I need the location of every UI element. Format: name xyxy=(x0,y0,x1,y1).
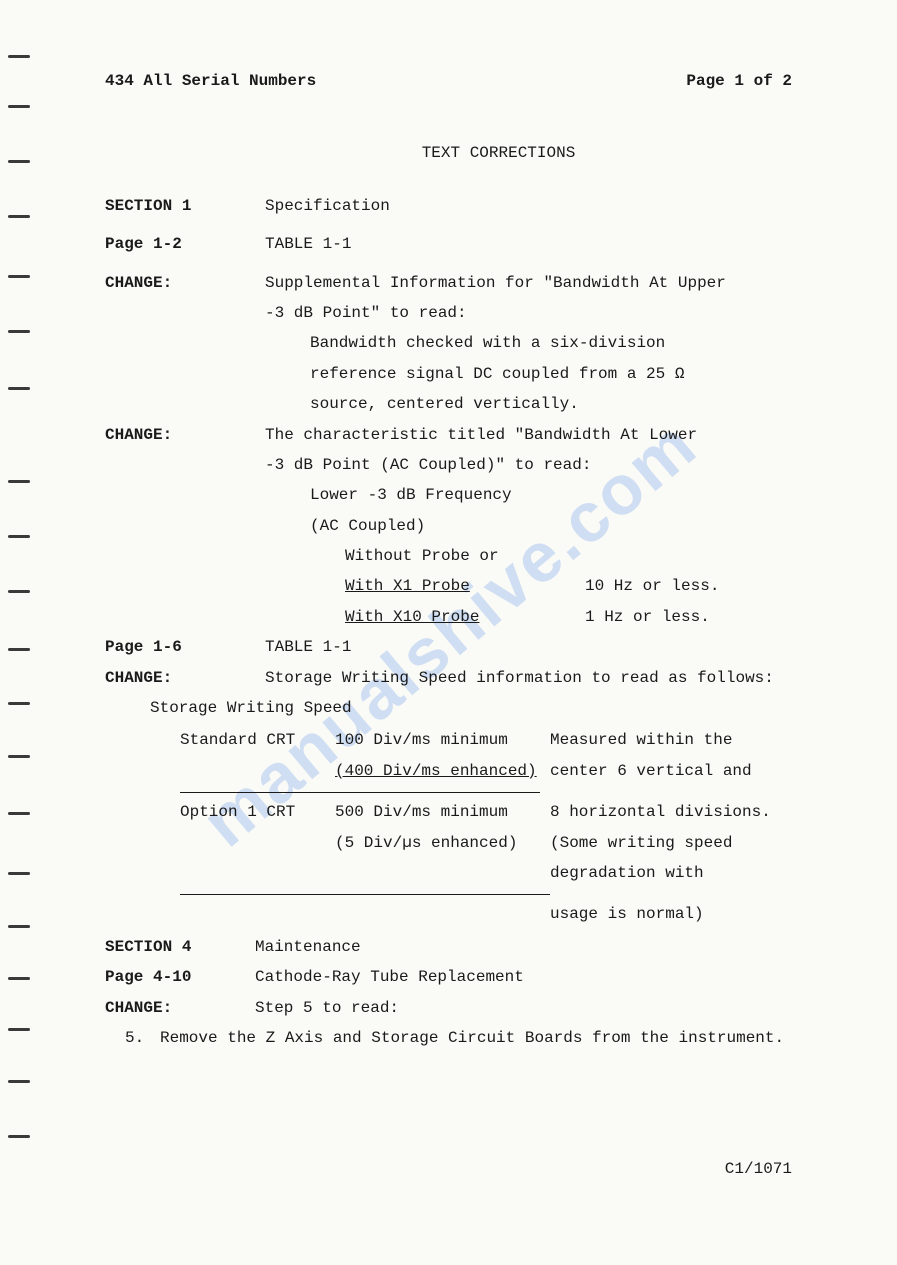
change-3-label: CHANGE: xyxy=(105,667,265,689)
table-row: usage is normal) xyxy=(180,903,792,925)
cell: Measured within the xyxy=(550,729,792,751)
section-1-value: Specification xyxy=(265,195,792,217)
step-5-text: Remove the Z Axis and Storage Circuit Bo… xyxy=(160,1027,784,1049)
cell: center 6 vertical and xyxy=(550,760,792,782)
cell: usage is normal) xyxy=(550,903,792,925)
section-1-label: SECTION 1 xyxy=(105,195,265,217)
storage-heading: Storage Writing Speed xyxy=(150,697,792,719)
cell: (Some writing speed xyxy=(550,832,792,854)
change-2-sub1: Lower -3 dB Frequency xyxy=(310,484,792,506)
change-4-value: Step 5 to read: xyxy=(255,997,792,1019)
cell: 100 Div/ms minimum xyxy=(335,729,550,751)
cell xyxy=(180,760,335,782)
footer-code: C1/1071 xyxy=(725,1158,792,1180)
cell xyxy=(180,832,335,854)
table-row: (5 Div/µs enhanced) (Some writing speed xyxy=(180,832,792,854)
section-4-label: SECTION 4 xyxy=(105,936,255,958)
page-1-2-label: Page 1-2 xyxy=(105,233,265,255)
table-row: (400 Div/ms enhanced) center 6 vertical … xyxy=(180,760,792,782)
storage-table: Standard CRT 100 Div/ms minimum Measured… xyxy=(180,729,792,782)
change-1-line1: Supplemental Information for "Bandwidth … xyxy=(265,272,792,294)
page-4-10-label: Page 4-10 xyxy=(105,966,255,988)
table-row: Option 1 CRT 500 Div/ms minimum 8 horizo… xyxy=(180,801,792,823)
page-1-2-value: TABLE 1-1 xyxy=(265,233,792,255)
page-1-6-value: TABLE 1-1 xyxy=(265,636,792,658)
cell: degradation with xyxy=(550,862,792,884)
table-row: degradation with xyxy=(180,862,792,884)
cell: Option 1 CRT xyxy=(180,801,335,823)
table-row: Standard CRT 100 Div/ms minimum Measured… xyxy=(180,729,792,751)
cell: (5 Div/µs enhanced) xyxy=(335,832,550,854)
change-2-sub2: (AC Coupled) xyxy=(310,515,792,537)
change-1-sub3: source, centered vertically. xyxy=(310,393,792,415)
cell: (400 Div/ms enhanced) xyxy=(335,760,550,782)
table-divider xyxy=(180,792,540,793)
page-1-6-label: Page 1-6 xyxy=(105,636,265,658)
probe1-value: 10 Hz or less. xyxy=(585,575,719,597)
probe1-label: With X1 Probe xyxy=(345,575,545,597)
change-4-label: CHANGE: xyxy=(105,997,255,1019)
change-2-line1: The characteristic titled "Bandwidth At … xyxy=(265,424,792,446)
change-1-label: CHANGE: xyxy=(105,272,265,294)
table-divider xyxy=(180,894,550,895)
step-5-number: 5. xyxy=(125,1027,160,1049)
change-2-line2: -3 dB Point (AC Coupled)" to read: xyxy=(265,454,792,476)
change-2-label: CHANGE: xyxy=(105,424,265,446)
page-header: 434 All Serial Numbers Page 1 of 2 xyxy=(105,70,792,92)
cell: Standard CRT xyxy=(180,729,335,751)
change-1-sub1: Bandwidth checked with a six-division xyxy=(310,332,792,354)
change-3-line1: Storage Writing Speed information to rea… xyxy=(265,667,792,689)
change-1-line2: -3 dB Point" to read: xyxy=(265,302,792,324)
probe2-value: 1 Hz or less. xyxy=(585,606,710,628)
change-1-sub2: reference signal DC coupled from a 25 Ω xyxy=(310,363,792,385)
change-2-sub3: Without Probe or xyxy=(345,545,792,567)
page-4-10-value: Cathode-Ray Tube Replacement xyxy=(255,966,792,988)
header-page: Page 1 of 2 xyxy=(686,70,792,92)
section-4-value: Maintenance xyxy=(255,936,792,958)
cell: 500 Div/ms minimum xyxy=(335,801,550,823)
title: TEXT CORRECTIONS xyxy=(205,142,792,164)
probe2-label: With X10 Probe xyxy=(345,606,545,628)
header-model: 434 All Serial Numbers xyxy=(105,70,316,92)
cell: 8 horizontal divisions. xyxy=(550,801,792,823)
